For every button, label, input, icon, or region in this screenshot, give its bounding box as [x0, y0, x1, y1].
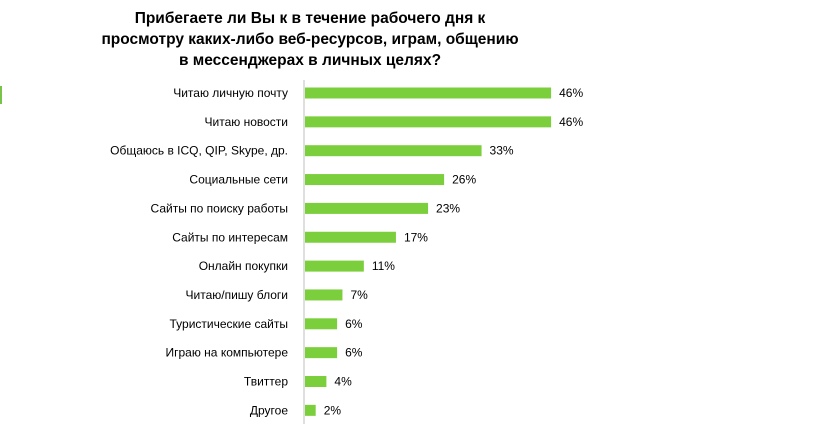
bar: [305, 347, 338, 359]
category-label: Читаю новости: [205, 115, 288, 129]
bar: [305, 87, 552, 99]
value-labels: 46% 46% 33% 26% 23% 17% 11% 7% 6% 6% 4% 2%: [324, 86, 584, 417]
category-label: Играю на компьютере: [166, 346, 289, 360]
value-label: 17%: [404, 230, 428, 244]
value-label: 6%: [345, 317, 363, 331]
bar: [305, 116, 552, 128]
bar: [305, 202, 429, 214]
category-label: Читаю личную почту: [173, 86, 288, 100]
bar: [305, 231, 396, 243]
category-labels: Читаю личную почту Читаю новости Общаюсь в…: [110, 86, 288, 417]
category-label: Сайты по интересам: [172, 230, 288, 244]
category-label: Другое: [250, 403, 288, 417]
bar: [305, 404, 316, 416]
bar: [305, 376, 327, 387]
category-label: Туристические сайты: [170, 317, 288, 331]
value-label: 23%: [436, 201, 460, 215]
category-label: Общаюсь в ICQ, QIP, Skype, др.: [110, 144, 288, 158]
value-label: 26%: [452, 173, 476, 187]
value-label: 46%: [559, 115, 583, 129]
category-label: Онлайн покупки: [199, 259, 288, 273]
chart-title: Прибегаете ли Вы к в течение рабочего дн…: [101, 10, 519, 69]
value-label: 11%: [372, 259, 395, 273]
value-label: 7%: [350, 288, 368, 302]
value-label: 2%: [324, 403, 342, 417]
value-label: 46%: [559, 86, 583, 100]
bar: [305, 145, 482, 157]
category-label: Сайты по поиску работы: [151, 201, 288, 215]
left-edge-accent: [0, 86, 2, 104]
value-label: 33%: [490, 144, 514, 158]
bar: [305, 174, 445, 186]
category-label: Твиттер: [244, 375, 288, 389]
value-label: 4%: [334, 375, 352, 389]
bar: [305, 289, 343, 301]
category-label: Социальные сети: [189, 173, 288, 187]
bars: [305, 87, 552, 416]
value-label: 6%: [345, 346, 363, 360]
category-label: Читаю/пишу блоги: [186, 288, 288, 302]
bar: [305, 318, 338, 330]
bar: [305, 260, 364, 272]
